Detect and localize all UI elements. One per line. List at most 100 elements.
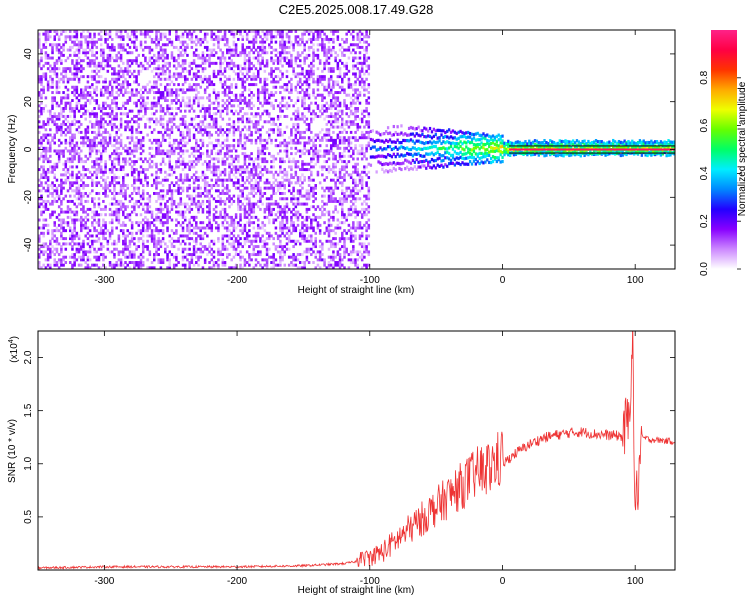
spectrogram-cell xyxy=(161,77,165,81)
spectrogram-cell xyxy=(95,122,99,126)
spectrogram-cell xyxy=(44,207,48,211)
spectrogram-cell xyxy=(175,231,178,235)
spectrogram-cell xyxy=(130,173,134,177)
spectrogram-cell xyxy=(252,250,256,254)
spectrogram-cell xyxy=(228,176,231,180)
spectrogram-cell xyxy=(130,117,134,121)
spectrogram-cell xyxy=(221,37,225,41)
spectrogram-cell xyxy=(243,53,247,57)
spectrogram-cell xyxy=(38,114,41,118)
spectrogram-cell xyxy=(148,120,152,124)
spectrogram-cell xyxy=(119,184,123,187)
spectrogram-cell xyxy=(133,120,136,124)
spectrogram-cell xyxy=(256,146,260,150)
spectrogram-cell xyxy=(263,229,267,233)
spectrogram-cell xyxy=(214,170,218,174)
spectrogram-cell xyxy=(254,263,258,267)
spectrogram-cell xyxy=(301,165,304,169)
spectrogram-cell xyxy=(283,226,287,230)
spectrogram-cell xyxy=(146,197,149,201)
spectrogram-cell xyxy=(77,194,81,198)
spectrogram-cell xyxy=(234,128,238,132)
spectrogram-cell xyxy=(256,107,260,110)
spectrogram-cell xyxy=(243,210,247,214)
spectrogram-cell xyxy=(77,77,81,81)
spectrogram-cell xyxy=(310,165,313,169)
spectrogram-cell xyxy=(272,160,275,164)
spectrogram-cell xyxy=(237,178,240,182)
spectrogram-cell xyxy=(137,237,141,241)
spectrogram-cell xyxy=(88,35,92,39)
spectrogram-cell xyxy=(241,51,244,55)
spectrogram-cell xyxy=(279,51,282,55)
spectrogram-cell xyxy=(243,160,247,164)
spectrogram-cell xyxy=(68,186,72,190)
spectrogram-cell xyxy=(256,205,260,209)
spectrogram-cell xyxy=(305,162,309,166)
spectrogram-cell xyxy=(183,255,187,259)
spectrogram-cell xyxy=(301,221,304,225)
spectrogram-cell xyxy=(113,253,116,257)
spectrogram-cell xyxy=(232,93,236,97)
spectrogram-cell xyxy=(38,141,41,145)
spectrogram-cell xyxy=(181,157,185,161)
spectrogram-cell xyxy=(49,30,52,33)
spectrogram-cell xyxy=(153,112,156,116)
spectrogram-cell xyxy=(53,258,56,262)
spectrogram-cell xyxy=(250,67,253,71)
spectrogram-cell xyxy=(155,218,158,222)
spectrogram-cell xyxy=(312,152,315,156)
spectrogram-cell xyxy=(170,51,174,55)
spectrogram-cell xyxy=(243,213,247,217)
spectrogram-cell xyxy=(40,202,43,206)
spectrogram-cell xyxy=(237,221,240,225)
spectrogram-cell xyxy=(250,207,253,211)
spectrogram-cell xyxy=(93,229,96,233)
spectrogram-cell xyxy=(170,56,174,60)
spectrogram-cell xyxy=(146,205,149,209)
spectrogram-cell xyxy=(91,146,94,150)
spectrogram-cell xyxy=(312,242,315,246)
spectrogram-cell xyxy=(38,120,41,124)
spectrogram-cell xyxy=(108,170,112,174)
spectrogram-cell xyxy=(239,117,242,121)
spectrogram-cell xyxy=(252,247,256,251)
spectrogram-cell xyxy=(161,48,165,52)
spectrogram-cell xyxy=(248,197,251,201)
spectrogram-cell xyxy=(250,239,253,243)
spectrogram-cell xyxy=(252,83,256,87)
spectrogram-cell xyxy=(44,242,48,246)
spectrogram-cell xyxy=(139,45,143,49)
spectrogram-cell xyxy=(254,141,258,145)
spectrogram-cell xyxy=(166,88,169,92)
spectrogram-cell xyxy=(95,229,99,233)
spectrogram-cell xyxy=(139,104,143,108)
spectrogram-cell xyxy=(141,67,145,71)
spectrogram-cell xyxy=(62,173,65,177)
spectrogram-cell xyxy=(219,173,222,177)
spectrogram-cell xyxy=(254,178,258,182)
spectrogram-cell xyxy=(155,176,158,180)
spectrogram-cell xyxy=(237,202,240,206)
spectrogram-cell xyxy=(312,199,315,203)
spectrogram-cell xyxy=(230,197,233,201)
spectrogram-cell xyxy=(283,56,287,60)
spectrogram-cell xyxy=(113,210,116,214)
spectrogram-cell xyxy=(250,130,253,134)
spectrogram-cell xyxy=(161,51,165,55)
spectrogram-cell xyxy=(93,263,96,267)
spectrogram-cell xyxy=(40,83,43,87)
spectrogram-cell xyxy=(49,77,52,81)
spectrogram-cell xyxy=(217,37,220,41)
spectrogram-cell xyxy=(55,194,59,198)
spectrogram-cell xyxy=(117,69,121,73)
spectrogram-cell xyxy=(285,104,289,108)
spectrogram-cell xyxy=(170,125,174,129)
spectrogram-cell xyxy=(195,75,198,79)
spectrogram-cell xyxy=(97,218,101,222)
spectrogram-cell xyxy=(159,114,163,118)
spectrogram-cell xyxy=(243,229,247,233)
spectrogram-cell xyxy=(170,191,174,195)
spectrogram-cell xyxy=(190,237,194,241)
